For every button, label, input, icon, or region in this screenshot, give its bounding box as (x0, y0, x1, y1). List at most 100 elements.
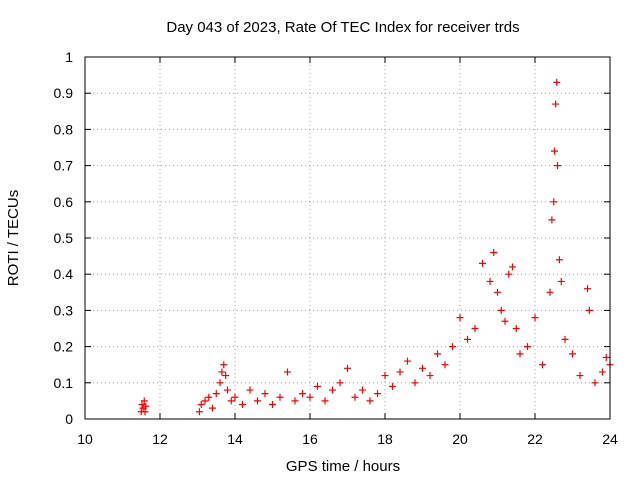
y-tick-label: 0 (65, 411, 73, 427)
data-point (494, 288, 501, 296)
data-point (449, 343, 456, 351)
data-point (551, 147, 558, 155)
data-point (555, 256, 563, 264)
data-point (291, 397, 299, 405)
data-point (516, 350, 524, 358)
data-point (591, 379, 599, 387)
data-point (329, 386, 336, 394)
data-point (336, 379, 344, 387)
x-tick-label: 24 (602, 431, 618, 447)
data-point (548, 216, 556, 224)
data-point (584, 285, 591, 293)
axis-ticks: 10 12 14 16 18 20 22 24 0 0.1 0.2 0.3 0.4 0.5 0.6 0.7 0.… (54, 49, 618, 447)
data-point (141, 408, 149, 416)
data-point (254, 397, 261, 405)
data-point (261, 390, 269, 398)
data-point (246, 386, 254, 394)
data-point (561, 335, 569, 343)
data-point (239, 401, 246, 409)
y-tick-label: 0.8 (54, 121, 74, 137)
data-point (216, 379, 224, 387)
data-point (321, 397, 329, 405)
data-point (554, 162, 561, 170)
data-point (426, 372, 434, 380)
x-tick-label: 22 (527, 431, 543, 447)
data-point (140, 397, 148, 405)
y-tick-label: 0.5 (54, 230, 74, 246)
data-point (209, 404, 216, 412)
data-point (602, 353, 610, 361)
x-tick-label: 10 (77, 431, 93, 447)
y-axis-label: ROTI / TECUs (5, 190, 22, 286)
data-point (212, 390, 220, 398)
x-tick-label: 16 (302, 431, 318, 447)
y-tick-label: 0.9 (54, 85, 74, 101)
data-point (344, 364, 351, 372)
data-point (276, 393, 284, 401)
data-point (505, 270, 513, 278)
y-tick-label: 0.6 (54, 194, 74, 210)
grid-lines (85, 57, 610, 419)
data-point (456, 314, 464, 322)
data-point (404, 357, 411, 365)
data-point (351, 393, 359, 401)
data-point (490, 248, 498, 256)
x-tick-label: 12 (152, 431, 168, 447)
data-point (224, 386, 231, 394)
x-axis-label: GPS time / hours (286, 458, 400, 475)
data-point (585, 306, 593, 314)
data-point (552, 100, 560, 108)
data-point (441, 361, 449, 369)
data-point (524, 343, 531, 351)
data-point (201, 397, 209, 405)
data-point (576, 372, 584, 380)
data-point (306, 393, 314, 401)
data-point (546, 288, 554, 296)
data-point (227, 397, 235, 405)
data-point (599, 368, 606, 376)
data-point (218, 368, 226, 376)
data-point (205, 393, 213, 401)
data-point (501, 317, 509, 325)
data-point (374, 390, 381, 398)
data-point (486, 277, 494, 285)
data-points (137, 78, 614, 416)
y-tick-label: 0.4 (54, 266, 74, 282)
data-point (314, 382, 321, 390)
data-point (531, 314, 539, 322)
data-point (471, 325, 479, 332)
y-tick-label: 1 (65, 49, 73, 65)
y-tick-label: 0.3 (54, 302, 74, 318)
data-point (197, 401, 205, 409)
chart-title: Day 043 of 2023, Rate Of TEC Index for r… (166, 19, 519, 36)
data-point (419, 364, 426, 372)
x-tick-label: 14 (227, 431, 243, 447)
data-point (411, 379, 419, 387)
data-point (389, 382, 396, 390)
y-tick-label: 0.2 (54, 339, 74, 355)
data-point (479, 259, 486, 267)
data-point (195, 408, 203, 416)
y-tick-label: 0.1 (54, 375, 74, 391)
x-tick-label: 18 (377, 431, 393, 447)
data-point (359, 386, 366, 394)
data-point (381, 372, 389, 380)
data-point (138, 401, 146, 409)
plot-frame (84, 56, 611, 420)
data-point (497, 306, 505, 314)
data-point (366, 397, 374, 405)
data-point (269, 401, 276, 409)
data-point (299, 390, 306, 398)
data-point (569, 350, 576, 358)
x-tick-label: 20 (452, 431, 468, 447)
data-point (220, 361, 228, 369)
data-point (550, 198, 558, 206)
data-point (557, 277, 565, 285)
data-point (396, 368, 404, 376)
data-point (434, 350, 441, 358)
data-point (539, 361, 546, 369)
data-point (284, 368, 291, 376)
data-point (553, 78, 561, 86)
data-point (509, 263, 516, 271)
